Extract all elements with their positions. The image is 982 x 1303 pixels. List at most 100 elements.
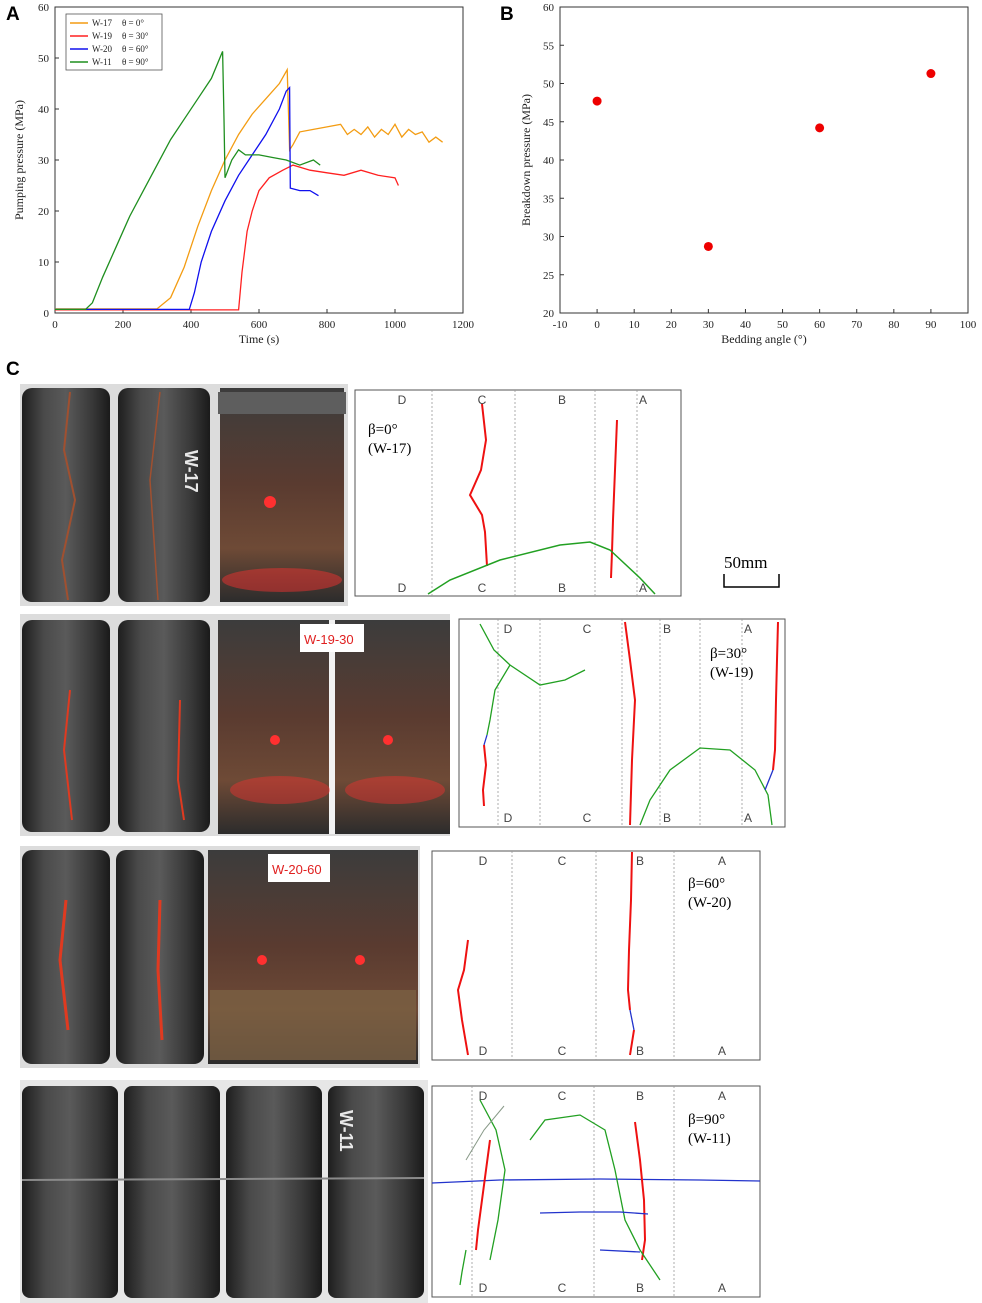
pumping-pressure-chart: 0 200 400 600 800 1000 1200 0 10 20 30 40 50 60 Time (… — [12, 2, 475, 346]
map-top-letter-d: D — [479, 1089, 488, 1103]
sample-label: (W-20) — [688, 895, 731, 911]
map-top-letter-d: D — [479, 854, 488, 868]
y-tick-label: 45 — [543, 117, 555, 129]
x-tick-label: 70 — [851, 319, 863, 331]
map-bottom-letter-a: A — [718, 1281, 726, 1295]
x-tick-label: 50 — [777, 319, 789, 331]
map-bottom-letter-c: C — [583, 811, 592, 825]
map-bottom-letter-b: B — [558, 581, 566, 595]
photo-row-w17: W-17 — [20, 384, 348, 606]
core-photo-w11-side1 — [22, 1086, 118, 1298]
y-tick-label: 20 — [38, 206, 50, 218]
map-bottom-letter-a: A — [639, 581, 647, 595]
series-line-w-19 — [55, 164, 399, 311]
fracture-trace — [431, 1178, 761, 1184]
fracture-trace — [639, 747, 773, 826]
map-top-letter-a: A — [718, 1089, 726, 1103]
map-top-letter-b: B — [636, 854, 644, 868]
y-axis-title: Breakdown pressure (MPa) — [519, 94, 533, 226]
x-tick-label: 30 — [703, 319, 715, 331]
beta-label: β=0° — [368, 422, 398, 438]
data-point — [592, 96, 602, 106]
legend-angle-w-17: θ = 0° — [122, 18, 144, 28]
x-tick-label: 800 — [319, 319, 336, 331]
breakdown-pressure-chart: -10 0 10 20 30 40 50 60 70 80 90 100 20 25 30 35 40 45 50 5… — [519, 2, 977, 346]
photo-label-w17: W-17 — [181, 450, 201, 493]
y-tick-label: 30 — [543, 232, 555, 244]
fracture-trace — [626, 851, 633, 1011]
data-point — [926, 69, 936, 79]
fracture-trace — [468, 403, 488, 567]
fracture-trace — [456, 939, 469, 1056]
y-tick-label: 30 — [38, 155, 50, 167]
core-photo-w17-side1 — [22, 388, 110, 602]
panel-label-b: B — [500, 4, 514, 25]
legend-name-w-19: W-19 — [92, 31, 112, 41]
map-bottom-letter-a: A — [744, 811, 752, 825]
x-tick-label: 60 — [814, 319, 826, 331]
series-line-w-20 — [55, 85, 319, 311]
y-tick-label: 40 — [543, 155, 555, 167]
map-bottom-letter-c: C — [558, 1281, 567, 1295]
fracture-map-w-17: D C B A D C B Aβ=0° (W-17) — [354, 389, 682, 597]
fracture-trace — [479, 623, 586, 686]
legend-angle-w-20: θ = 60° — [122, 44, 149, 54]
beta-label: β=30° — [710, 646, 747, 662]
y-tick-label: 40 — [38, 104, 50, 116]
x-tick-label: 1000 — [384, 319, 407, 331]
fracture-trace — [610, 419, 618, 579]
map-bottom-letter-c: C — [478, 581, 487, 595]
map-top-letter-a: A — [744, 622, 752, 636]
fracture-trace — [764, 769, 774, 791]
map-bottom-letter-b: B — [636, 1044, 644, 1058]
fracture-map-frame — [431, 1085, 761, 1298]
core-photo-w11-side3 — [226, 1086, 322, 1298]
map-top-letter-c: C — [558, 1089, 567, 1103]
x-tick-label: 0 — [594, 319, 600, 331]
x-tick-label: 90 — [925, 319, 937, 331]
core-photo-w11-side2 — [124, 1086, 220, 1298]
photo-label-w20: W-20-60 — [272, 862, 322, 877]
x-axis-title: Bedding angle (°) — [721, 332, 806, 346]
map-bottom-letter-b: B — [636, 1281, 644, 1295]
sample-label: (W-11) — [688, 1131, 731, 1147]
fracture-trace — [634, 1121, 647, 1261]
photo-label-w19: W-19-30 — [304, 632, 354, 647]
map-bottom-letter-d: D — [398, 581, 407, 595]
fracture-trace — [629, 1029, 635, 1056]
fracture-trace — [483, 734, 488, 746]
fracture-trace — [624, 621, 637, 826]
x-tick-label: 10 — [629, 319, 641, 331]
map-top-letter-a: A — [718, 854, 726, 868]
fracture-trace — [427, 541, 656, 595]
fracture-map-w-11: D C B A D C B Aβ=90° (W-11) — [431, 1085, 761, 1298]
map-bottom-letter-d: D — [504, 811, 513, 825]
map-bottom-letter-b: B — [663, 811, 671, 825]
series-line-w-11 — [55, 51, 321, 311]
map-top-letter-c: C — [583, 622, 592, 636]
map-bottom-letter-c: C — [558, 1044, 567, 1058]
fracture-trace — [481, 744, 488, 807]
y-tick-label: 35 — [543, 193, 555, 205]
y-axis-title: Pumping pressure (MPa) — [12, 100, 26, 220]
legend-angle-w-11: θ = 90° — [122, 57, 149, 67]
x-tick-label: 80 — [888, 319, 900, 331]
y-tick-label: 50 — [38, 53, 50, 65]
fracture-trace — [529, 1114, 661, 1281]
scale-bar-label: 50mm — [724, 553, 767, 572]
x-tick-label: 1200 — [452, 319, 475, 331]
x-tick-label: 400 — [183, 319, 200, 331]
map-top-letter-c: C — [478, 393, 487, 407]
x-tick-label: 40 — [740, 319, 752, 331]
x-axis-title: Time (s) — [239, 332, 280, 346]
map-bottom-letter-d: D — [479, 1281, 488, 1295]
core-photo-w20-side1 — [22, 850, 110, 1064]
photo-row-w20: W-20-60 — [20, 846, 420, 1068]
x-tick-label: 200 — [115, 319, 132, 331]
data-point — [703, 241, 713, 251]
panel-label-a: A — [6, 4, 20, 25]
fracture-trace — [479, 1099, 506, 1261]
sample-label: (W-17) — [368, 441, 411, 457]
map-top-letter-b: B — [663, 622, 671, 636]
